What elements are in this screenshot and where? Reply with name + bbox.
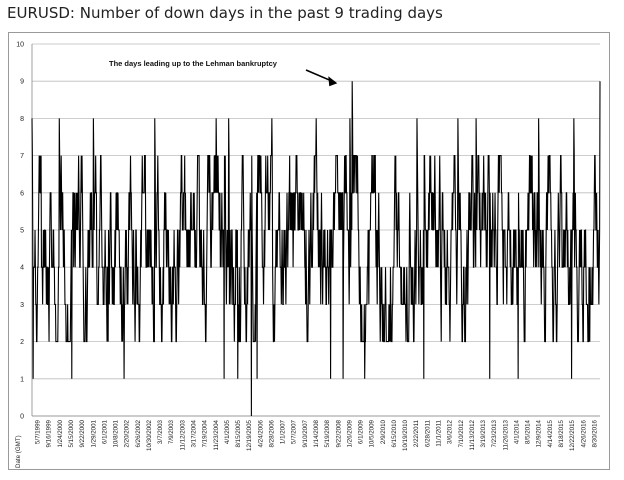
- x-tick-label: 7/9/2003: [168, 419, 175, 444]
- x-tick-label: 10/5/2009: [369, 419, 376, 447]
- x-tick-label: 4/14/2015: [547, 419, 554, 447]
- y-tick-label: 8: [20, 116, 24, 123]
- x-tick-label: 6/1/2009: [358, 419, 365, 444]
- x-tick-label: 9/10/2007: [302, 419, 309, 447]
- x-tick-label: 7/10/2012: [458, 419, 465, 447]
- x-tick-label: 5/19/2008: [324, 419, 331, 447]
- y-tick-label: 6: [20, 190, 24, 197]
- x-tick-label: 9/22/2008: [335, 419, 342, 447]
- x-tick-label: 1/29/2001: [90, 419, 97, 447]
- x-tick-label: 1/1/2007: [280, 419, 287, 444]
- x-tick-label: 3/19/2013: [480, 419, 487, 447]
- x-tick-label: 8/15/2005: [235, 419, 242, 447]
- y-tick-label: 10: [16, 42, 24, 49]
- x-tick-label: 6/15/2010: [391, 419, 398, 447]
- x-tick-label: 3/7/2003: [157, 419, 164, 444]
- x-tick-label: 6/1/2001: [101, 419, 108, 444]
- x-tick-label: 8/5/2014: [525, 419, 532, 444]
- page-title: EURUSD: Number of down days in the past …: [7, 4, 443, 22]
- x-tick-label: 11/12/2003: [179, 419, 186, 450]
- x-tick-label: 11/13/2012: [469, 419, 476, 450]
- x-tick-label: 4/1/2014: [513, 419, 520, 444]
- x-tick-label: 3/17/2004: [190, 419, 197, 447]
- x-tick-label: 5/7/1999: [35, 419, 42, 444]
- x-tick-label: 8/28/2006: [268, 419, 275, 447]
- x-tick-label: 5/15/2000: [68, 419, 75, 447]
- y-tick-label: 2: [20, 339, 24, 346]
- x-tick-label: 2/20/2002: [124, 419, 131, 447]
- x-tick-label: 7/23/2013: [491, 419, 498, 447]
- x-tick-label: 1/14/2008: [313, 419, 320, 447]
- x-tick-label: 12/19/2005: [246, 419, 253, 451]
- annotation-text: The days leading up to the Lehman bankru…: [109, 59, 278, 68]
- x-tick-label: 6/26/2002: [135, 419, 142, 447]
- x-tick-label: 10/30/2002: [146, 419, 153, 451]
- x-axis-ticks: Date (GMT) 5/7/1999 9/16/1999 1/24/2000 5/15…: [15, 419, 598, 468]
- x-tick-label: 8/30/2016: [591, 419, 598, 447]
- annotation: The days leading up to the Lehman bankru…: [109, 59, 338, 87]
- y-tick-label: 1: [20, 376, 24, 383]
- x-tick-label: 1/26/2009: [346, 419, 353, 447]
- x-tick-label: 8/18/2015: [558, 419, 565, 447]
- x-axis-header: Date (GMT): [15, 435, 22, 468]
- x-tick-label: 1/24/2000: [57, 419, 64, 447]
- x-tick-label: 12/9/2014: [536, 419, 543, 447]
- x-tick-label: 6/28/2011: [424, 419, 431, 447]
- y-tick-label: 3: [20, 302, 24, 309]
- x-tick-label: 10/19/2010: [402, 419, 409, 451]
- x-tick-label: 11/23/2004: [213, 419, 220, 450]
- x-tick-label: 3/6/2012: [447, 419, 454, 444]
- x-tick-label: 7/19/2004: [202, 419, 209, 447]
- x-tick-label: 2/22/2011: [413, 419, 420, 447]
- x-tick-label: 4/24/2006: [257, 419, 264, 447]
- y-tick-label: 5: [20, 228, 24, 235]
- y-tick-label: 7: [20, 153, 24, 160]
- y-tick-label: 0: [20, 414, 24, 421]
- x-tick-label: 2/9/2010: [380, 419, 387, 444]
- x-tick-label: 11/26/2013: [502, 419, 509, 450]
- annotation-arrowhead: [328, 76, 338, 87]
- x-tick-label: 11/1/2011: [436, 419, 443, 446]
- x-tick-label: 10/8/2001: [113, 419, 120, 447]
- y-tick-label: 4: [20, 265, 24, 272]
- x-tick-label: 9/22/2000: [79, 419, 86, 447]
- x-tick-label: 5/7/2007: [291, 419, 298, 444]
- y-tick-label: 9: [20, 79, 24, 86]
- x-tick-label: 12/22/2015: [569, 419, 576, 451]
- x-tick-label: 4/1/2005: [224, 419, 231, 444]
- x-tick-label: 9/16/1999: [46, 419, 53, 447]
- y-axis-ticks: 0 1 2 3 4 5 6 7 8 9 10: [16, 42, 24, 421]
- series-line: [31, 81, 601, 417]
- x-tick-label: 4/26/2016: [580, 419, 587, 447]
